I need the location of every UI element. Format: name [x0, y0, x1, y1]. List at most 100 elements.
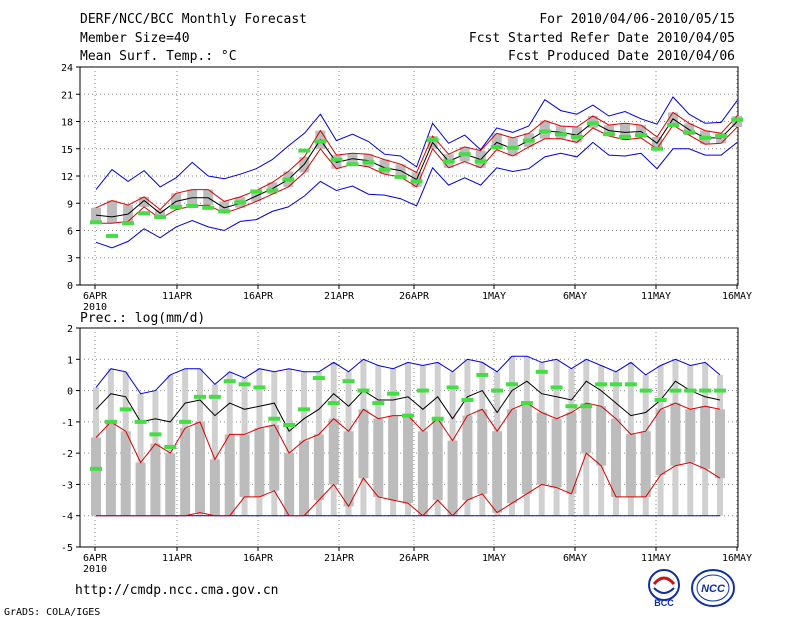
observation-marker: [699, 388, 712, 393]
spread-box: [491, 133, 502, 150]
spread-box: [596, 406, 607, 466]
observation-marker: [654, 397, 667, 402]
spread-box: [328, 418, 339, 485]
observation-marker: [234, 200, 247, 205]
observation-marker: [715, 134, 728, 139]
x-tick-label: 11MAY: [641, 291, 671, 302]
observation-marker: [208, 394, 221, 399]
plot-frame: [79, 327, 739, 548]
observation-marker: [520, 401, 533, 406]
observation-marker: [149, 432, 162, 437]
y-tick-label: 3: [67, 254, 73, 265]
spread-box: [180, 428, 191, 516]
observation-marker: [138, 211, 151, 216]
observation-marker: [378, 167, 391, 172]
observation-marker: [298, 148, 311, 153]
spread-box: [313, 434, 324, 501]
observation-marker: [104, 419, 117, 424]
member-size-label: Member Size=40: [80, 31, 190, 46]
spread-box: [566, 412, 577, 494]
x-tick-label: 1MAY: [482, 553, 506, 564]
spread-box: [343, 431, 354, 507]
observation-marker: [402, 413, 414, 418]
observation-marker: [580, 404, 593, 409]
spread-box: [432, 418, 443, 501]
spread-bar: [211, 384, 218, 516]
observation-marker: [170, 204, 183, 209]
observation-marker: [595, 382, 608, 387]
observation-marker: [122, 221, 135, 226]
observation-marker: [461, 397, 474, 402]
y-tick-label: -1: [61, 418, 73, 429]
observation-marker: [476, 372, 489, 377]
x-tick-label: 6APR: [83, 553, 108, 564]
bcc-logo: BCC: [648, 569, 680, 608]
website-url: http://cmdp.ncc.cma.gov.cn: [75, 583, 279, 598]
spread-bar: [286, 368, 293, 516]
observation-marker: [372, 401, 385, 406]
observation-marker: [238, 382, 251, 387]
forecast-period: For 2010/04/06-2010/05/15: [539, 12, 735, 27]
min-line: [95, 141, 738, 249]
x-tick-label: 11MAY: [641, 553, 671, 564]
spread-box: [492, 431, 503, 513]
y-tick-label: 15: [61, 145, 73, 156]
observation-marker: [164, 444, 177, 449]
observation-marker: [699, 135, 712, 140]
observation-marker: [684, 388, 697, 393]
spread-box: [120, 431, 131, 516]
spread-box: [388, 415, 399, 501]
spread-box: [417, 431, 428, 516]
observation-marker: [651, 146, 664, 151]
spread-box: [224, 434, 235, 516]
spread-box: [155, 209, 166, 219]
observation-marker: [506, 145, 519, 150]
observation-marker: [218, 209, 231, 214]
x-tick-label: 21APR: [324, 291, 355, 302]
observation-marker: [283, 422, 296, 427]
y-tick-label: -3: [61, 480, 73, 491]
y-tick-label: 24: [61, 63, 73, 74]
y-tick-label: -4: [61, 512, 73, 523]
y-tick-label: 9: [67, 199, 73, 210]
y-tick-label: 18: [61, 118, 73, 129]
spread-box: [165, 453, 176, 516]
observation-marker: [346, 162, 359, 167]
spread-box: [477, 409, 488, 494]
spread-box: [239, 434, 250, 497]
spread-box: [619, 123, 630, 140]
observation-marker: [223, 379, 236, 384]
spread-box: [551, 418, 562, 488]
observation-marker: [179, 419, 192, 424]
temperature-panel: 6APR 11APR 16APR 21APR 26APR 1MAY 6MAY 11MAY 16M…: [61, 63, 752, 313]
x-tick-label: 16MAY: [722, 291, 752, 302]
spread-box: [107, 200, 118, 224]
observation-marker: [639, 388, 652, 393]
observation-marker: [474, 159, 487, 164]
spread-box: [447, 440, 458, 516]
spread-box: [269, 424, 280, 491]
spread-box: [209, 459, 220, 516]
chart-title: DERF/NCC/BCC Monthly Forecast: [80, 12, 307, 27]
observation-marker: [667, 123, 680, 128]
observation-marker: [298, 407, 310, 412]
spread-box: [403, 415, 413, 504]
observation-marker: [312, 376, 325, 381]
x-tick-label: 1MAY: [482, 291, 506, 302]
precipitation-variable-label: Prec.: log(mm/d): [80, 311, 206, 326]
grads-credit: GrADS: COLA/IGES: [4, 607, 101, 618]
observation-marker: [134, 419, 147, 424]
observation-marker: [90, 220, 102, 225]
observation-marker: [250, 189, 263, 194]
x-tick-label: 6MAY: [563, 553, 587, 564]
observation-marker: [387, 391, 400, 396]
observation-marker: [490, 144, 503, 149]
observation-marker: [442, 159, 455, 164]
observation-marker: [458, 152, 471, 157]
spread-box: [625, 434, 636, 497]
observation-marker: [194, 394, 206, 399]
x-year-label: 2010: [83, 302, 107, 313]
spread-box: [581, 403, 592, 454]
observation-marker: [253, 385, 266, 390]
